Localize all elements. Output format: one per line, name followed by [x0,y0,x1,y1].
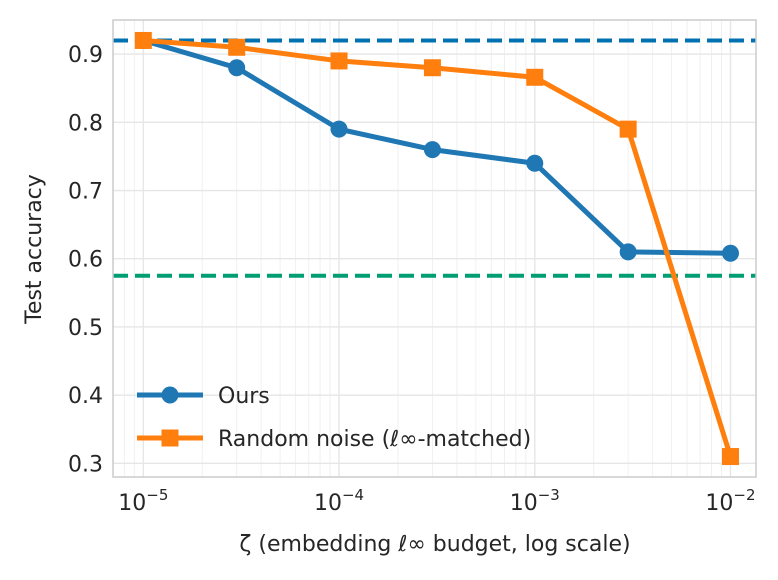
series-layer [134,31,739,466]
data-point [619,120,637,138]
y-tick-labels: 0.3 0.4 0.5 0.6 0.7 0.8 0.9 [68,43,103,477]
legend-marker-random-noise [161,429,179,447]
reference-lines [113,38,756,278]
y-tick-label: 0.4 [68,384,103,409]
data-point [423,59,441,77]
y-tick-label: 0.6 [68,248,103,273]
data-point [526,154,544,172]
data-point [619,243,637,261]
y-tick-label: 0.5 [68,316,103,341]
x-tick-labels: 10−5 10−4 10−3 10−2 [118,486,755,516]
plot-frame [112,19,757,478]
data-point [330,52,348,70]
y-axis-label: Test accuracy [22,174,47,325]
x-tick-label: 10−2 [705,486,755,516]
x-tick-label: 10−3 [510,486,560,516]
legend-marker-ours [161,386,179,404]
data-point [526,68,544,86]
data-point [721,448,739,466]
data-point [721,244,739,262]
x-tick-label: 10−4 [314,486,364,516]
data-point [228,38,246,56]
series-random-noise [134,31,739,466]
data-point [330,120,348,138]
legend: Ours Random noise (ℓ∞-matched) [137,384,531,452]
data-point [423,141,441,159]
x-tick-label: 10−5 [118,486,168,516]
x-axis-label: ζ (embedding ℓ∞ budget, log scale) [239,532,630,557]
y-tick-label: 0.7 [68,180,103,205]
y-tick-label: 0.3 [68,452,103,477]
y-tick-label: 0.8 [68,111,103,136]
legend-label-ours: Ours [218,384,270,409]
data-point [134,31,152,49]
y-tick-label: 0.9 [68,43,103,68]
legend-label-random-noise: Random noise (ℓ∞-matched) [218,427,531,452]
data-point [228,59,246,77]
